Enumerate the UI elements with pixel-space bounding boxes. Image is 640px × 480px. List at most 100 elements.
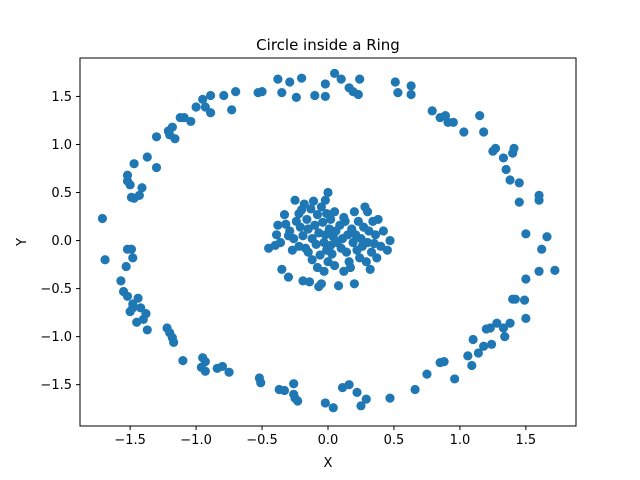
x-axis: −1.5 −1.0 −0.5 0.0 0.5 1.0 1.5 [114, 426, 536, 448]
data-point [319, 266, 329, 276]
data-point [303, 247, 313, 257]
data-point [126, 244, 137, 254]
y-tick-label: 1.5 [51, 90, 72, 105]
data-point [459, 127, 469, 137]
data-point [393, 87, 403, 98]
data-point [121, 261, 131, 272]
data-point [273, 220, 283, 230]
data-point [349, 279, 359, 289]
data-point [349, 207, 359, 217]
data-point [128, 253, 138, 263]
data-point [537, 244, 547, 254]
data-point [320, 195, 330, 205]
y-tick-label: 0.0 [51, 234, 72, 249]
x-tick-label: 1.5 [516, 433, 537, 448]
data-point [344, 380, 354, 390]
data-point [339, 212, 349, 223]
data-point [486, 339, 497, 349]
data-point [122, 291, 133, 301]
data-point [299, 199, 309, 209]
data-point [534, 195, 544, 205]
data-point [125, 180, 135, 190]
data-point [382, 245, 392, 255]
y-tick-label: 1.0 [51, 138, 72, 153]
x-tick-label: −1.5 [114, 433, 146, 448]
data-point [485, 323, 495, 333]
data-point [550, 265, 560, 275]
data-point [151, 132, 162, 142]
data-point [285, 77, 295, 87]
data-point [505, 175, 515, 185]
data-point [521, 313, 531, 323]
x-tick-label: 0.0 [318, 433, 339, 448]
data-point [134, 190, 144, 200]
data-point [355, 74, 365, 84]
y-tick-label: 0.5 [51, 186, 72, 201]
data-point [167, 122, 177, 132]
data-point [498, 153, 509, 163]
data-point [256, 378, 266, 388]
data-point [231, 87, 241, 97]
data-point [298, 231, 308, 241]
data-point [277, 264, 287, 274]
data-point [219, 90, 229, 101]
data-point [330, 68, 340, 78]
data-point [341, 247, 352, 257]
data-point [328, 403, 338, 413]
data-point [514, 197, 524, 207]
data-point [463, 351, 473, 361]
data-point [312, 210, 323, 220]
data-point [505, 318, 515, 328]
y-tick-label: −0.5 [40, 282, 72, 297]
data-point [137, 183, 147, 193]
data-point [279, 210, 290, 220]
data-point [129, 159, 139, 169]
data-point [406, 89, 416, 100]
data-point [479, 341, 489, 351]
x-tick-label: −0.5 [246, 433, 278, 448]
data-point [191, 102, 201, 112]
data-point [353, 89, 363, 100]
y-axis: −1.5 −1.0 −0.5 0.0 0.5 1.0 1.5 [40, 90, 80, 393]
data-point [406, 81, 416, 91]
data-point [390, 77, 400, 87]
data-point [227, 105, 237, 115]
data-point [142, 152, 152, 162]
data-point [320, 79, 330, 89]
points-group [97, 68, 560, 413]
data-point [186, 116, 196, 127]
data-point [128, 303, 138, 313]
data-point [320, 398, 330, 408]
data-point [422, 369, 432, 379]
data-point [142, 325, 152, 335]
data-point [97, 213, 108, 224]
data-point [306, 204, 316, 214]
data-point [151, 162, 162, 173]
data-point [514, 178, 524, 188]
data-point [467, 360, 477, 371]
x-tick-label: 1.0 [450, 433, 471, 448]
data-point [326, 214, 336, 225]
data-point [352, 387, 362, 397]
data-point [283, 272, 294, 282]
data-point [521, 229, 531, 239]
data-point [275, 237, 286, 248]
data-point [378, 226, 388, 236]
y-axis-label: Y [15, 238, 30, 247]
data-point [273, 74, 283, 84]
data-point [450, 374, 460, 384]
x-tick-label: −1.0 [180, 433, 212, 448]
data-point [365, 264, 375, 274]
data-point [361, 257, 371, 267]
data-point [277, 87, 287, 98]
data-point [169, 337, 179, 348]
data-point [206, 108, 216, 118]
data-point [283, 231, 294, 241]
data-point [333, 281, 344, 291]
data-point [498, 323, 509, 333]
data-point [297, 73, 307, 83]
data-point [316, 202, 326, 212]
data-point [468, 334, 478, 345]
data-point [224, 367, 234, 377]
data-point [330, 260, 340, 271]
